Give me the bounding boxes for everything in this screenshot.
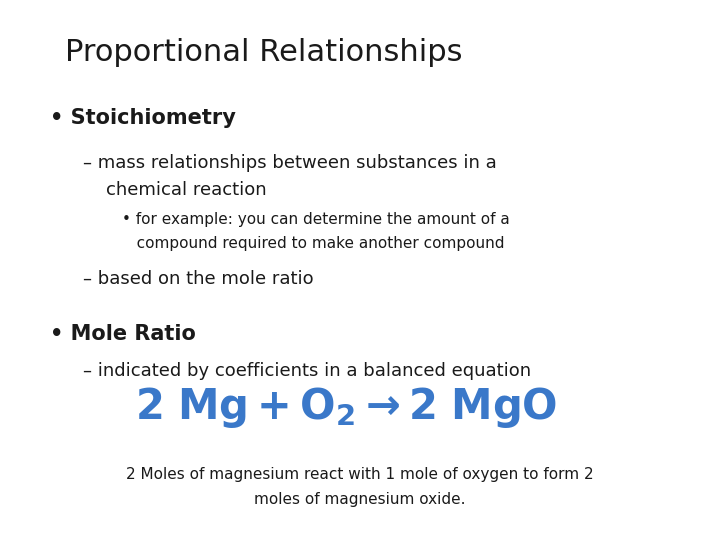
Text: moles of magnesium oxide.: moles of magnesium oxide. <box>254 492 466 508</box>
Text: • Mole Ratio: • Mole Ratio <box>50 324 197 344</box>
Text: chemical reaction: chemical reaction <box>83 181 266 199</box>
Text: • Stoichiometry: • Stoichiometry <box>50 108 236 128</box>
Text: – indicated by coefficients in a balanced equation: – indicated by coefficients in a balance… <box>83 362 531 380</box>
Text: 2 Moles of magnesium react with 1 mole of oxygen to form 2: 2 Moles of magnesium react with 1 mole o… <box>126 467 594 482</box>
Text: compound required to make another compound: compound required to make another compou… <box>122 236 505 251</box>
Text: – based on the mole ratio: – based on the mole ratio <box>83 270 313 288</box>
Text: $\mathbf{2\ Mg + O_2 \rightarrow 2\ MgO}$: $\mathbf{2\ Mg + O_2 \rightarrow 2\ MgO}… <box>135 385 557 430</box>
Text: – mass relationships between substances in a: – mass relationships between substances … <box>83 154 497 172</box>
Text: Proportional Relationships: Proportional Relationships <box>65 38 462 67</box>
Text: • for example: you can determine the amount of a: • for example: you can determine the amo… <box>122 212 510 227</box>
